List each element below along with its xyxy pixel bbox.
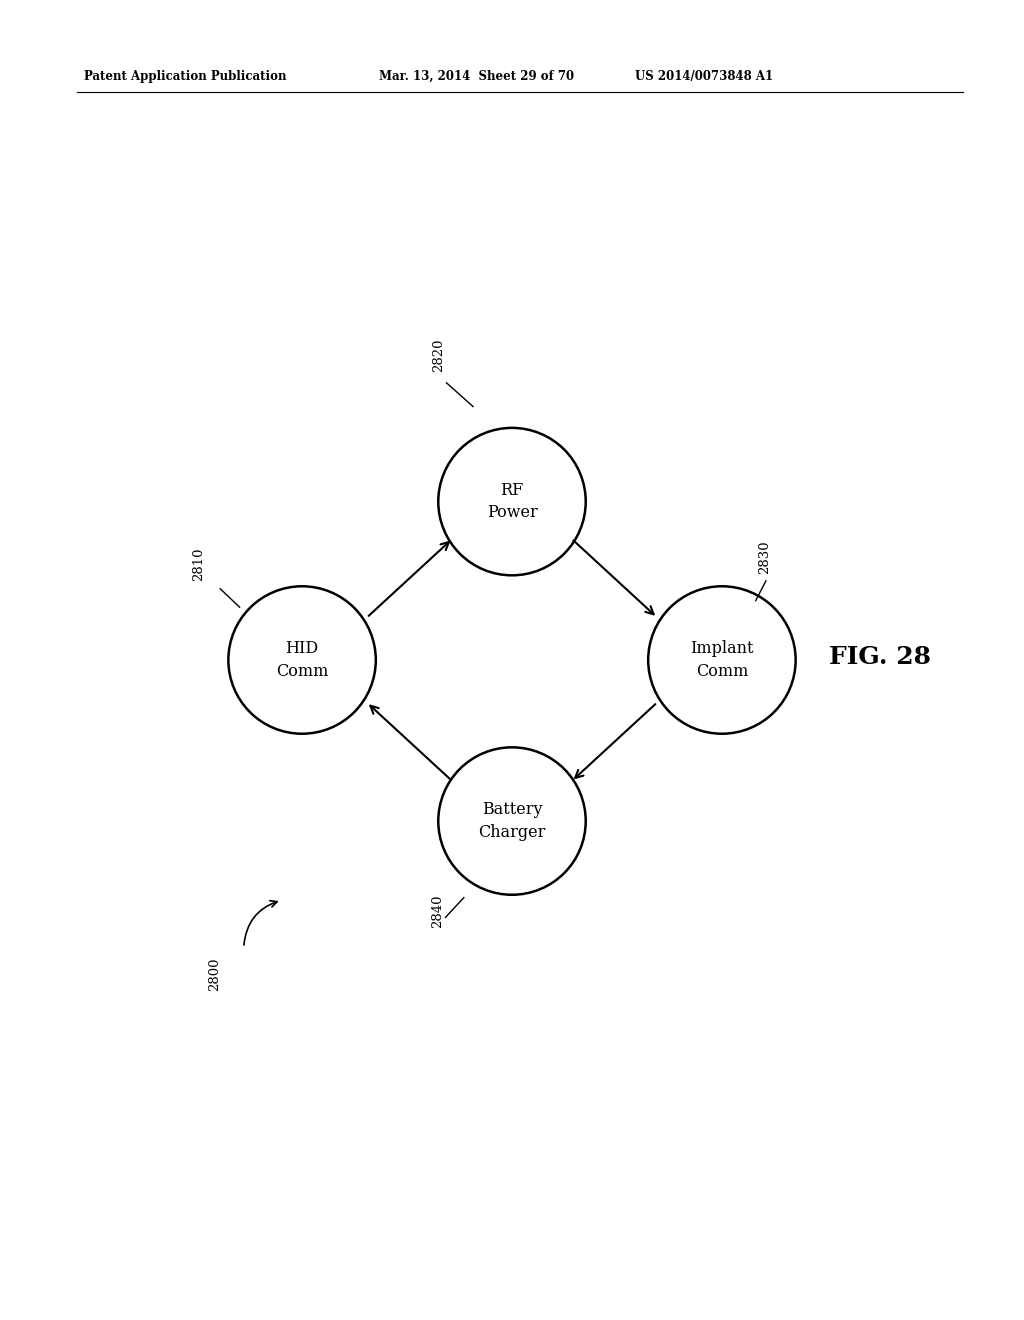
Text: Patent Application Publication: Patent Application Publication [84, 70, 287, 83]
Text: HID
Comm: HID Comm [275, 640, 329, 680]
Text: Mar. 13, 2014  Sheet 29 of 70: Mar. 13, 2014 Sheet 29 of 70 [379, 70, 574, 83]
Text: 2820: 2820 [432, 339, 445, 372]
Text: 2800: 2800 [209, 957, 221, 991]
Text: 2840: 2840 [431, 895, 444, 928]
Text: 2830: 2830 [758, 541, 771, 574]
Text: FIG. 28: FIG. 28 [829, 645, 932, 669]
Text: 2810: 2810 [193, 548, 206, 581]
Text: US 2014/0073848 A1: US 2014/0073848 A1 [635, 70, 773, 83]
Text: RF
Power: RF Power [486, 482, 538, 521]
Text: Implant
Comm: Implant Comm [690, 640, 754, 680]
Text: Battery
Charger: Battery Charger [478, 801, 546, 841]
